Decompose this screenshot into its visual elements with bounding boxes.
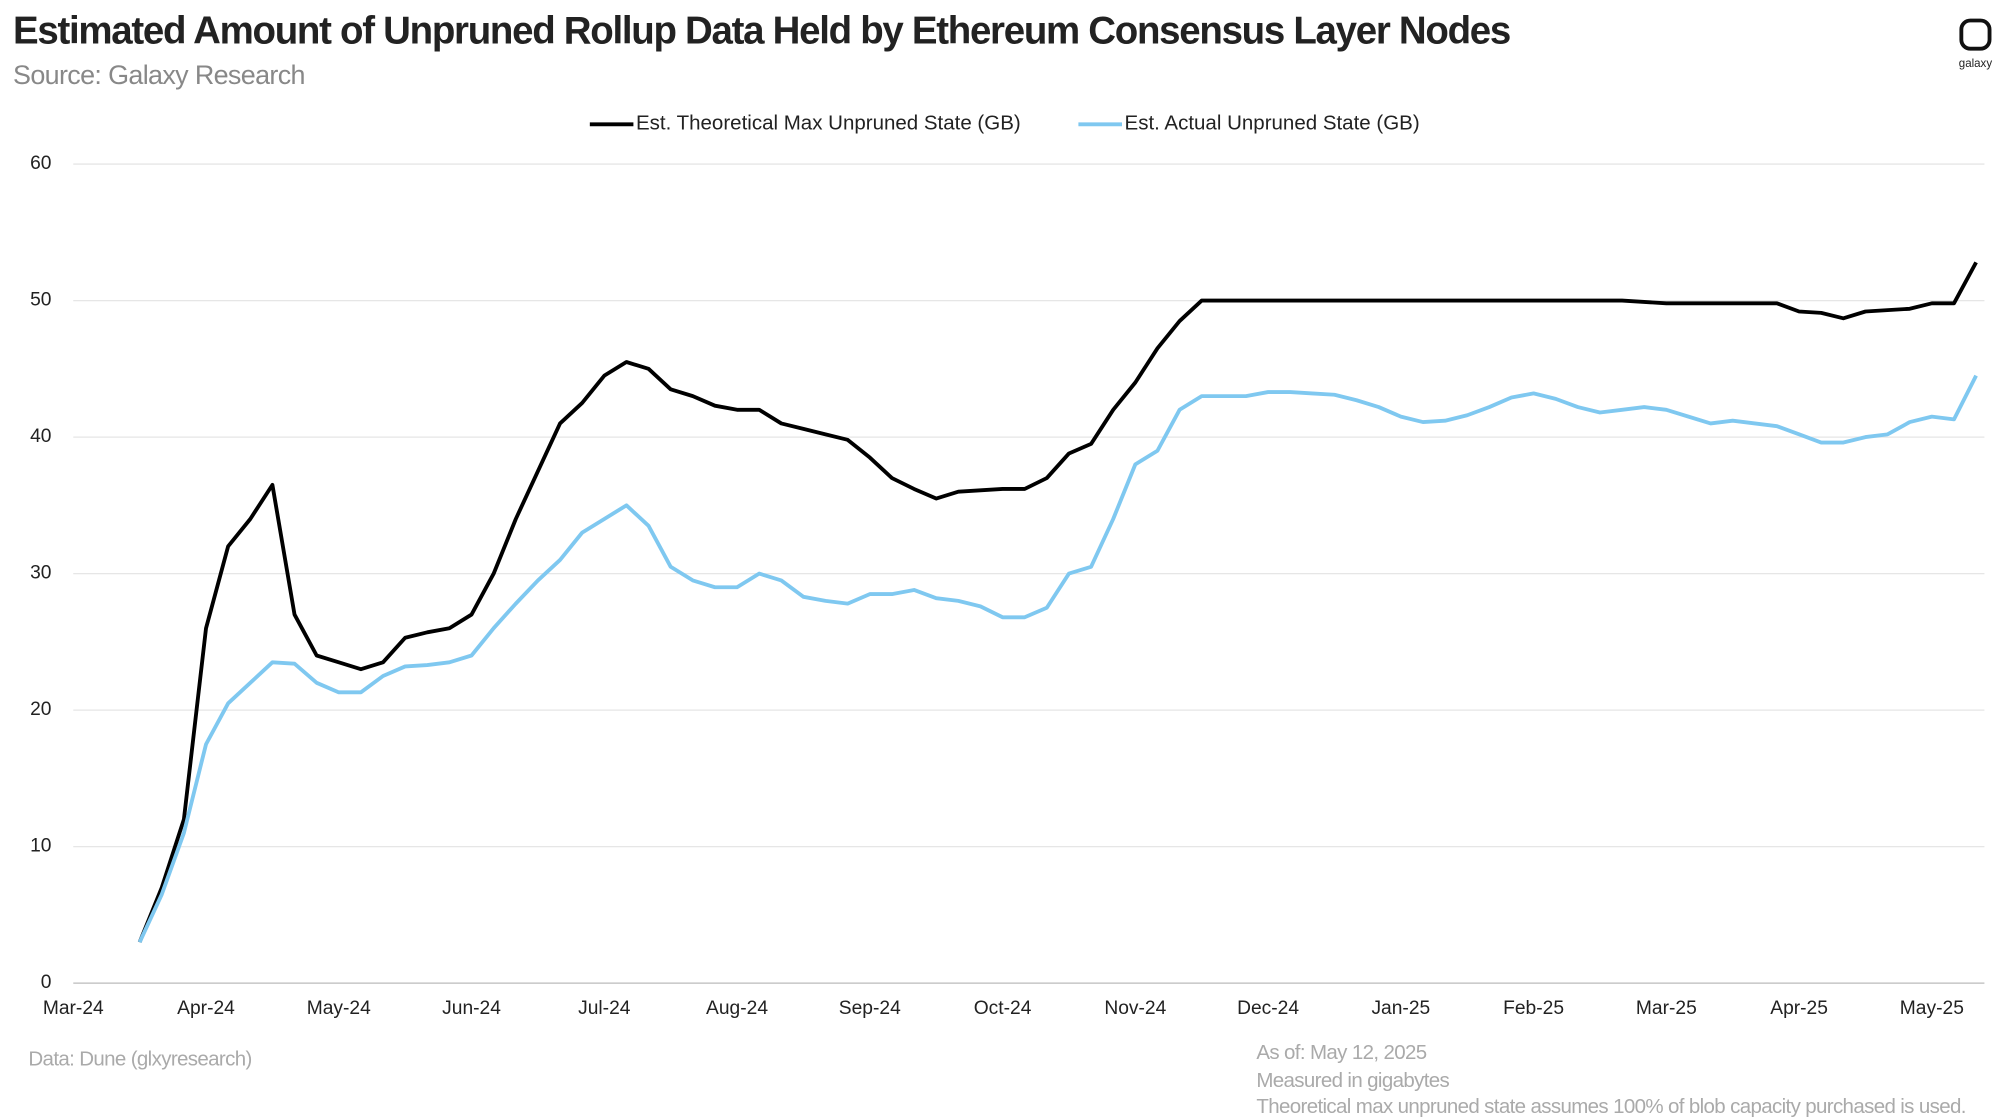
x-tick-label: Sep-24: [839, 998, 901, 1019]
chart-subtitle: Source: Galaxy Research: [13, 60, 305, 90]
note: As of: May 12, 2025: [1256, 1041, 1426, 1064]
y-tick-label: 60: [30, 153, 51, 174]
logo-text: galaxy: [1959, 58, 1993, 70]
x-tick-label: Dec-24: [1237, 998, 1299, 1019]
x-tick-label: Aug-24: [706, 998, 768, 1019]
series-line: [137, 261, 1978, 943]
x-tick-label: Oct-24: [974, 998, 1032, 1019]
x-tick-label: Feb-25: [1503, 998, 1564, 1019]
x-tick-label: Jan-25: [1371, 998, 1430, 1019]
x-tick-label: Apr-24: [177, 998, 235, 1019]
x-tick-label: Mar-25: [1636, 998, 1697, 1019]
y-tick-label: 20: [30, 699, 51, 720]
y-tick-label: 50: [30, 290, 51, 311]
note: Measured in gigabytes: [1256, 1069, 1449, 1092]
y-tick-label: 30: [30, 563, 51, 584]
series-line: [137, 374, 1978, 943]
legend-item: Est. Theoretical Max Unpruned State (GB): [589, 112, 1021, 135]
x-tick-label: May-24: [307, 998, 371, 1019]
legend-item: Est. Actual Unpruned State (GB): [1078, 112, 1420, 135]
y-tick-label: 0: [41, 972, 52, 993]
legend-label: Est. Theoretical Max Unpruned State (GB): [636, 112, 1021, 135]
logo-icon: [1959, 18, 1992, 51]
logo: galaxy: [1959, 18, 1993, 70]
source-note: Data: Dune (glxyresearch): [28, 1047, 251, 1070]
x-tick-label: Mar-24: [43, 998, 104, 1019]
x-tick-label: Jul-24: [578, 998, 631, 1019]
x-tick-label: Jun-24: [442, 998, 501, 1019]
x-tick-label: May-25: [1900, 998, 1964, 1019]
x-tick-label: Nov-24: [1104, 998, 1166, 1019]
chart-title: Estimated Amount of Unpruned Rollup Data…: [13, 9, 1510, 52]
x-tick-label: Apr-25: [1770, 998, 1828, 1019]
legend-label: Est. Actual Unpruned State (GB): [1125, 112, 1420, 135]
note: Theoretical max unpruned state assumes 1…: [1256, 1095, 1965, 1118]
y-tick-label: 10: [30, 836, 51, 857]
y-tick-label: 40: [30, 426, 51, 447]
